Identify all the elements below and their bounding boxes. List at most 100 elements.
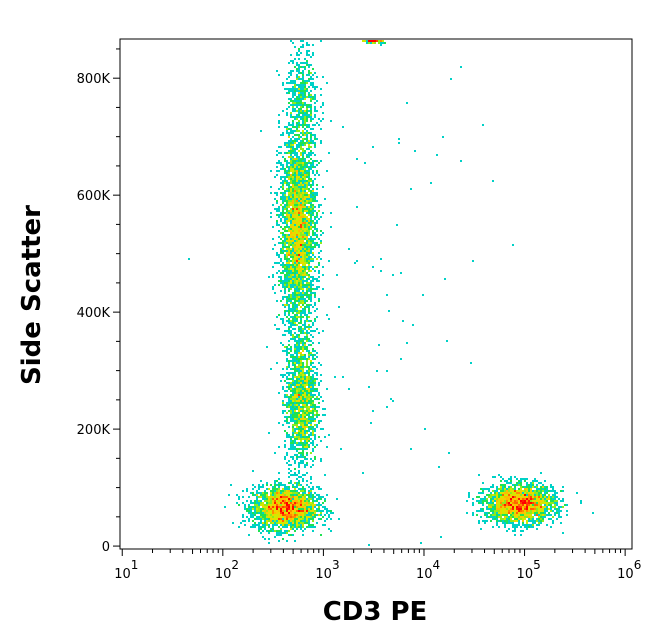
event-cell	[302, 72, 304, 74]
event-cell	[288, 516, 290, 518]
event-cell	[554, 500, 556, 502]
event-cell	[290, 504, 292, 506]
event-cell	[298, 86, 300, 88]
event-cell	[284, 346, 286, 348]
event-cell	[300, 440, 302, 442]
event-cell	[384, 42, 386, 44]
event-cell	[308, 294, 310, 296]
event-cell	[322, 516, 324, 518]
event-cell	[488, 502, 490, 504]
event-cell	[498, 474, 500, 476]
event-cell	[272, 226, 274, 228]
event-cell	[306, 246, 308, 248]
event-cell	[468, 492, 470, 494]
event-cell	[392, 400, 394, 402]
event-cell	[290, 266, 292, 268]
event-cell	[300, 224, 302, 226]
event-cell	[268, 508, 270, 510]
event-cell	[296, 168, 298, 170]
event-cell	[288, 166, 290, 168]
event-cell	[302, 518, 304, 520]
event-cell	[298, 120, 300, 122]
event-cell	[282, 216, 284, 218]
event-cell	[286, 346, 288, 348]
event-cell	[298, 470, 300, 472]
event-cell	[308, 436, 310, 438]
event-cell	[298, 150, 300, 152]
event-cell	[292, 188, 294, 190]
event-cell	[302, 386, 304, 388]
event-cell	[292, 242, 294, 244]
event-cell	[300, 354, 302, 356]
event-cell	[310, 150, 312, 152]
event-cell	[298, 252, 300, 254]
event-cell	[290, 448, 292, 450]
x-tick-exponent: 2	[231, 558, 239, 572]
event-cell	[532, 510, 534, 512]
event-cell	[294, 158, 296, 160]
event-cell	[294, 98, 296, 100]
event-cell	[306, 254, 308, 256]
event-cell	[284, 380, 286, 382]
event-cell	[292, 368, 294, 370]
event-cell	[302, 450, 304, 452]
event-cell	[270, 510, 272, 512]
event-cell	[304, 366, 306, 368]
event-cell	[298, 300, 300, 302]
event-cell	[308, 232, 310, 234]
event-cell	[288, 476, 290, 478]
event-cell	[472, 260, 474, 262]
event-cell	[288, 134, 290, 136]
event-cell	[310, 424, 312, 426]
event-cell	[338, 518, 340, 520]
event-cell	[296, 486, 298, 488]
event-cell	[312, 414, 314, 416]
event-cell	[314, 174, 316, 176]
event-cell	[272, 512, 274, 514]
event-cell	[296, 428, 298, 430]
event-cell	[294, 192, 296, 194]
event-cell	[292, 524, 294, 526]
event-cell	[288, 498, 290, 500]
event-cell	[530, 496, 532, 498]
event-cell	[304, 92, 306, 94]
event-cell	[312, 258, 314, 260]
event-cell	[274, 244, 276, 246]
event-cell	[302, 422, 304, 424]
event-cell	[276, 328, 278, 330]
event-cell	[524, 518, 526, 520]
event-cell	[304, 200, 306, 202]
event-cell	[314, 222, 316, 224]
event-cell	[528, 502, 530, 504]
event-cell	[296, 272, 298, 274]
event-cell	[310, 506, 312, 508]
event-cell	[316, 522, 318, 524]
event-cell	[554, 504, 556, 506]
event-cell	[294, 448, 296, 450]
event-cell	[320, 128, 322, 130]
event-cell	[366, 42, 368, 44]
event-cell	[278, 208, 280, 210]
event-cell	[304, 242, 306, 244]
event-cell	[530, 506, 532, 508]
event-cell	[538, 502, 540, 504]
event-cell	[314, 424, 316, 426]
event-cell	[282, 484, 284, 486]
event-cell	[260, 518, 262, 520]
event-cell	[544, 488, 546, 490]
event-cell	[294, 412, 296, 414]
event-cell	[280, 496, 282, 498]
event-cell	[312, 342, 314, 344]
event-cell	[312, 330, 314, 332]
event-cell	[498, 504, 500, 506]
event-cell	[288, 320, 290, 322]
event-cell	[370, 42, 372, 44]
event-cell	[298, 500, 300, 502]
event-cell	[542, 488, 544, 490]
event-cell	[288, 202, 290, 204]
event-cell	[294, 384, 296, 386]
event-cell	[558, 508, 560, 510]
event-cell	[302, 480, 304, 482]
event-cell	[296, 152, 298, 154]
event-cell	[312, 206, 314, 208]
